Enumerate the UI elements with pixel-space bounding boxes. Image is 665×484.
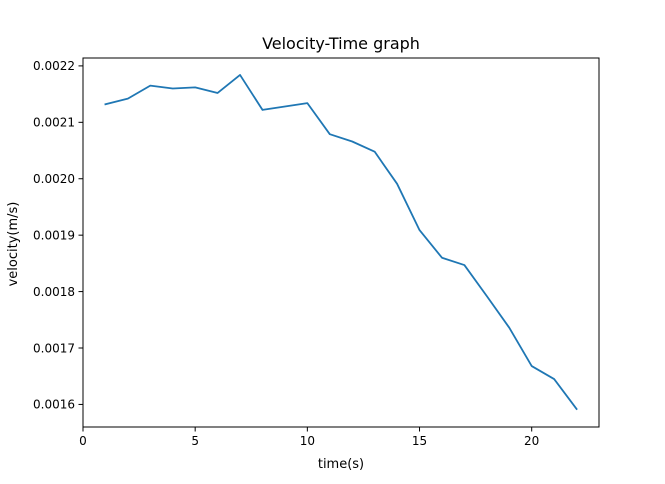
x-tick-label: 15	[412, 434, 427, 448]
x-tick-label: 10	[300, 434, 315, 448]
series-line-0	[104, 74, 578, 411]
y-tick-label: 0.0022	[33, 59, 75, 73]
y-tick-label: 0.0020	[33, 172, 75, 186]
y-tick-label: 0.0017	[33, 341, 75, 355]
y-tick-label: 0.0021	[33, 116, 75, 130]
y-axis-label: velocity(m/s)	[6, 202, 21, 287]
axes: 0 5 10 15 20 0.0016 0.0017 0.0018 0.0019 0.0020 0.…	[33, 57, 600, 448]
x-tick-label: 5	[191, 434, 199, 448]
y-tick-label: 0.0016	[33, 398, 75, 412]
x-tick-label: 0	[79, 434, 87, 448]
chart-title: Velocity-Time graph	[262, 34, 420, 53]
axes-frame	[82, 57, 600, 428]
y-tick-label: 0.0019	[33, 228, 75, 242]
plot-area	[104, 74, 578, 411]
x-tick-label: 20	[524, 434, 539, 448]
x-axis-label: time(s)	[318, 457, 364, 472]
y-tick-label: 0.0018	[33, 285, 75, 299]
